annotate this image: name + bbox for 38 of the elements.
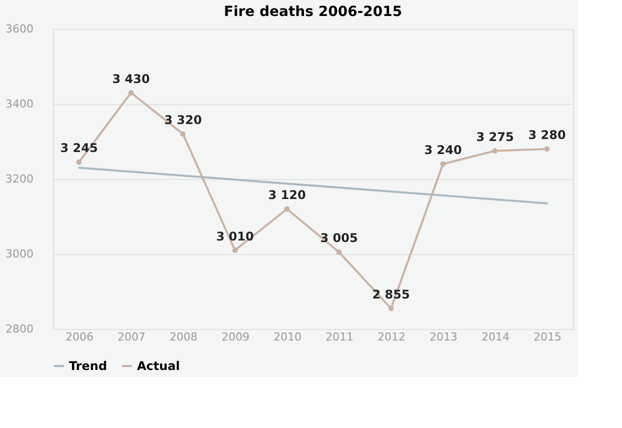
point [336, 249, 342, 255]
y-tick-label: 3600 [6, 22, 34, 36]
point [180, 131, 186, 137]
point [492, 148, 498, 154]
point [128, 90, 134, 96]
data-label: 3 280 [528, 128, 566, 142]
point [284, 206, 290, 212]
data-label: 2 855 [372, 287, 410, 302]
data-label: 3 010 [216, 229, 254, 244]
x-tick-label: 2006 [66, 330, 94, 344]
point [440, 161, 446, 167]
x-tick-label: 2015 [534, 330, 562, 344]
chart-title: Fire deaths 2006-2015 [224, 4, 402, 20]
x-tick-label: 2010 [274, 330, 302, 344]
data-label: 3 240 [424, 143, 462, 157]
y-tick-label: 3200 [6, 172, 34, 186]
data-label: 3 430 [112, 72, 150, 86]
data-label: 3 245 [60, 141, 98, 156]
x-tick-label: 2014 [482, 330, 510, 344]
data-label: 3 120 [268, 188, 306, 202]
y-tick-label: 3000 [6, 248, 34, 260]
legend-label: Trend [69, 359, 108, 373]
data-label: 3 275 [476, 130, 514, 144]
point [76, 159, 82, 165]
point [232, 248, 238, 253]
data-label: 3 320 [164, 113, 202, 127]
x-tick-label: 2007 [118, 330, 146, 344]
legend-label: Actual [137, 359, 180, 373]
x-tick-label: 2012 [378, 330, 406, 344]
x-tick-label: 2009 [222, 330, 250, 344]
point [544, 146, 550, 152]
point [388, 306, 394, 312]
x-tick-label: 2011 [326, 330, 354, 344]
x-tick-label: 2008 [170, 330, 198, 344]
data-label: 3 005 [320, 231, 358, 246]
x-tick-label: 2013 [430, 330, 458, 344]
y-tick-label: 2800 [6, 322, 34, 336]
y-tick-label: 3400 [6, 98, 34, 110]
